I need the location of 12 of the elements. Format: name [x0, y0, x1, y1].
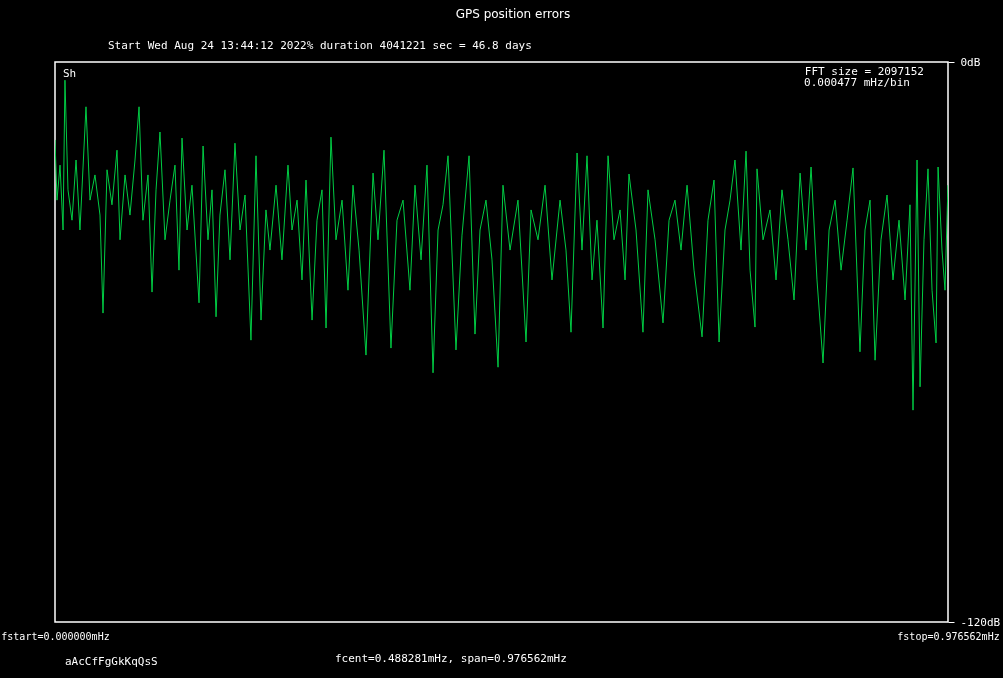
- text: fcent=0.488281mHz, span=0.976562mHz: [335, 652, 567, 665]
- annotation: Sh: [63, 67, 77, 80]
- text: aAcCfFgGkKqQsS: [65, 655, 158, 668]
- x-tick-label: fstart=0.000000mHz: [1, 630, 110, 642]
- chart-title: GPS position errors: [455, 7, 571, 21]
- chart-subtitle: Start Wed Aug 24 13:44:12 2022% duration 4041221 sec = 46.8 days: [108, 39, 532, 52]
- line-series: [55, 79, 948, 411]
- x-tick-label: fstop=0.976562mHz: [897, 630, 1000, 642]
- annotation: 0.000477 mHz/bin: [804, 76, 910, 89]
- annotation: FFT size = 2097152: [804, 65, 924, 78]
- y-tick-label: -120dB: [960, 615, 1001, 629]
- y-tick-label: 0dB: [960, 55, 981, 69]
